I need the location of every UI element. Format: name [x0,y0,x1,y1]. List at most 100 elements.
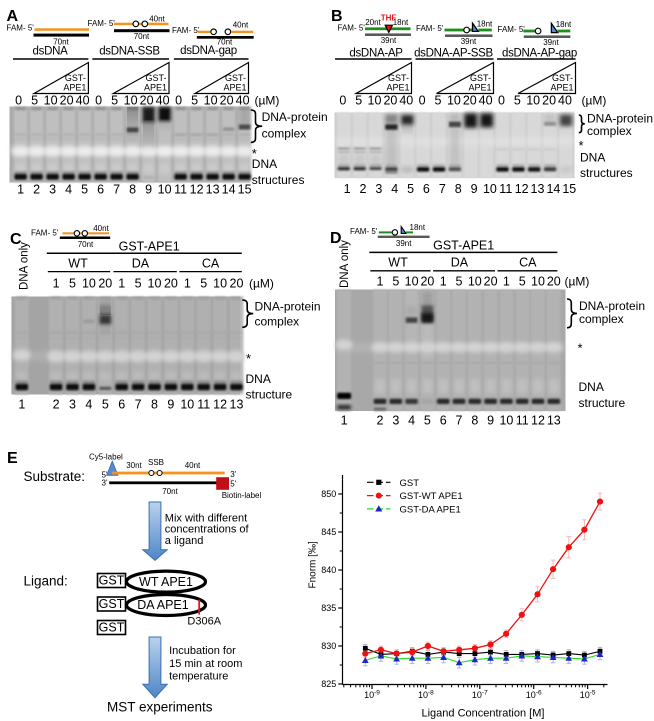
svg-text:13: 13 [531,182,545,196]
svg-text:835: 835 [321,603,336,613]
svg-text:10: 10 [405,275,419,289]
svg-text:DA APE1: DA APE1 [137,598,188,612]
svg-text:70nt: 70nt [78,240,94,249]
svg-text:70nt: 70nt [162,487,178,496]
svg-text:11: 11 [174,183,187,197]
svg-text:6: 6 [118,397,125,411]
svg-text:dsDNA-gap: dsDNA-gap [180,45,237,57]
svg-text:3: 3 [375,182,382,196]
svg-text:850: 850 [321,489,336,499]
svg-text:11: 11 [499,182,512,196]
svg-text:20: 20 [463,93,477,107]
svg-text:E: E [7,450,18,467]
svg-text:9: 9 [167,397,174,411]
svg-text:0: 0 [95,93,102,107]
svg-text:10: 10 [483,182,497,196]
svg-text:10: 10 [468,275,482,289]
svg-text:structures: structures [252,173,305,187]
svg-text:5: 5 [407,182,414,196]
svg-text:10-5: 10-5 [580,690,596,701]
svg-text:1: 1 [17,183,24,197]
svg-text:5: 5 [355,93,362,107]
svg-text:(µM): (µM) [255,93,280,107]
svg-text:9: 9 [145,183,152,197]
svg-text:39nt: 39nt [461,37,477,46]
svg-text:20: 20 [547,275,561,289]
svg-text:Biotin-label: Biotin-label [222,491,262,500]
svg-text:dsDNA-SSB: dsDNA-SSB [99,46,160,58]
svg-text:*: * [246,351,251,366]
svg-text:5: 5 [102,397,109,411]
svg-text:40nt: 40nt [93,224,109,233]
svg-text:10-6: 10-6 [526,690,542,701]
svg-text:10: 10 [124,93,138,107]
svg-text:concentrations of: concentrations of [165,524,250,536]
svg-text:FAM- 5': FAM- 5' [350,227,378,236]
svg-text:GST-: GST- [225,73,246,83]
svg-text:complex: complex [262,127,307,141]
svg-text:5: 5 [424,413,431,427]
svg-text:Ligand Concentration [M]: Ligand Concentration [M] [422,708,545,720]
svg-text:1: 1 [18,397,25,411]
svg-text:5: 5 [200,276,207,290]
svg-text:10: 10 [158,183,172,197]
svg-text:30nt: 30nt [126,461,142,470]
svg-text:3: 3 [69,397,76,411]
svg-text:GST-APE1: GST-APE1 [119,239,180,253]
svg-text:40nt: 40nt [233,21,249,30]
svg-text:5: 5 [135,276,142,290]
svg-text:DA: DA [451,256,469,270]
svg-text:GST-: GST- [388,73,409,83]
svg-text:3: 3 [49,183,56,197]
svg-text:GST-APE1: GST-APE1 [433,238,494,252]
svg-text:10: 10 [499,413,513,427]
svg-text:1: 1 [341,413,348,427]
svg-text:DNA: DNA [579,380,604,394]
svg-text:1: 1 [53,276,60,290]
svg-text:15: 15 [562,182,576,196]
svg-text:CA: CA [202,256,220,270]
svg-text:40: 40 [156,93,170,107]
svg-text:*: * [579,138,584,153]
svg-text:DNA: DNA [252,157,277,171]
svg-text:GST-: GST- [65,73,86,83]
svg-text:7: 7 [135,397,142,411]
svg-text:8: 8 [455,182,462,196]
svg-text:FAM- 5': FAM- 5' [172,26,200,35]
svg-text:FAM- 5': FAM- 5' [498,25,526,34]
svg-text:1: 1 [184,276,191,290]
svg-text:DNA-protein: DNA-protein [579,299,645,313]
svg-text:7: 7 [439,182,446,196]
svg-text:11: 11 [516,413,529,427]
svg-text:2: 2 [33,183,40,197]
svg-text:GST-: GST- [145,73,166,83]
svg-text:7: 7 [456,413,463,427]
svg-text:*: * [578,341,583,356]
svg-text:840: 840 [321,565,336,575]
svg-text:15: 15 [238,183,252,197]
svg-text:GST: GST [99,621,125,635]
svg-text:2: 2 [377,413,384,427]
svg-text:structure: structure [579,396,626,410]
svg-text:10: 10 [368,93,382,107]
svg-text:40: 40 [479,93,493,107]
svg-text:40: 40 [558,93,572,107]
svg-text:DNA-protein: DNA-protein [262,110,328,124]
svg-text:20: 20 [383,93,397,107]
svg-text:D: D [330,230,342,247]
svg-text:5: 5 [81,183,88,197]
svg-text:40nt: 40nt [185,461,201,470]
svg-text:GST: GST [99,574,125,588]
svg-text:3: 3 [392,413,399,427]
svg-text:20: 20 [60,93,74,107]
svg-text:12: 12 [531,413,545,427]
svg-text:2: 2 [53,397,60,411]
svg-text:GST-: GST- [470,73,491,83]
svg-text:B: B [331,8,343,25]
svg-text:a ligand: a ligand [165,535,204,547]
svg-text:WT: WT [388,256,408,270]
svg-text:DNA only: DNA only [339,240,351,288]
svg-text:6: 6 [440,413,447,427]
svg-text:dsDNA-AP-gap: dsDNA-AP-gap [502,47,577,59]
svg-text:5': 5' [102,471,108,480]
